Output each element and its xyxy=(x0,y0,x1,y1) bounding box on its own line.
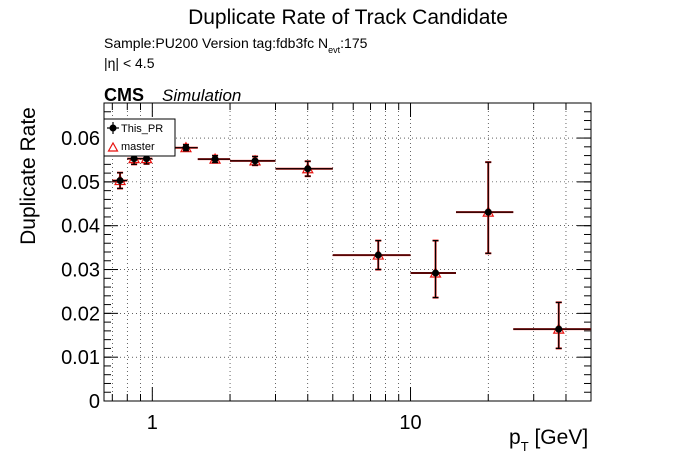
y-tick-labels: 0 0.01 0.02 0.03 0.04 0.05 0.06 xyxy=(61,128,100,413)
x-axis-label-subscript: T xyxy=(521,439,529,454)
series-layer xyxy=(112,141,591,350)
legend-box xyxy=(103,118,176,157)
x-axis-label: pT [GeV] xyxy=(509,426,588,454)
y-axis-label: Duplicate Rate xyxy=(17,107,40,245)
y-tick-label: 0.05 xyxy=(61,172,100,194)
legend-this-pr-marker xyxy=(109,124,117,132)
data-point xyxy=(432,269,440,277)
info-line-1-text: Sample:PU200 Version tag:fdb3fc N xyxy=(104,35,328,51)
x-tick-label: 1 xyxy=(147,412,158,434)
y-tick-label: 0.06 xyxy=(61,128,100,150)
info-line-1-subscript: evt xyxy=(328,45,341,55)
cms-label: CMS xyxy=(104,85,144,105)
y-tick-label: 0.04 xyxy=(61,216,100,238)
y-tick-label: 0.01 xyxy=(61,347,100,369)
data-point xyxy=(251,157,259,165)
y-tick-label: 0.03 xyxy=(61,260,100,282)
x-axis-label-main: p xyxy=(509,426,521,449)
plot-frame xyxy=(103,102,592,402)
legend-master-marker xyxy=(107,141,119,152)
data-point xyxy=(304,165,312,173)
data-point xyxy=(374,251,382,259)
y-tick-label: 0.02 xyxy=(61,303,100,325)
data-point xyxy=(143,155,151,163)
data-point xyxy=(555,325,563,333)
info-line-1-tail: :175 xyxy=(340,35,367,51)
series-this-pr xyxy=(112,144,591,350)
y-tick-label: 0 xyxy=(89,391,100,413)
axis-ticks xyxy=(104,102,592,402)
chart-title: Duplicate Rate of Track Candidate xyxy=(188,6,508,29)
x-tick-label: 10 xyxy=(399,412,421,434)
data-point xyxy=(484,208,492,216)
cms-simulation-label: Simulation xyxy=(162,86,241,105)
data-point xyxy=(211,155,219,163)
data-point xyxy=(182,144,190,152)
data-point xyxy=(130,155,138,163)
x-tick-labels: 1 10 xyxy=(147,412,422,434)
legend-master-label: master xyxy=(121,141,155,153)
legend-this-pr-label: This_PR xyxy=(121,123,163,135)
info-line-1: Sample:PU200 Version tag:fdb3fc Nevt:175 xyxy=(104,35,368,55)
data-point xyxy=(116,177,124,185)
x-axis-label-tail: [GeV] xyxy=(529,426,589,449)
info-line-2: |η| < 4.5 xyxy=(104,55,155,71)
legend: This_PR master xyxy=(103,118,176,157)
